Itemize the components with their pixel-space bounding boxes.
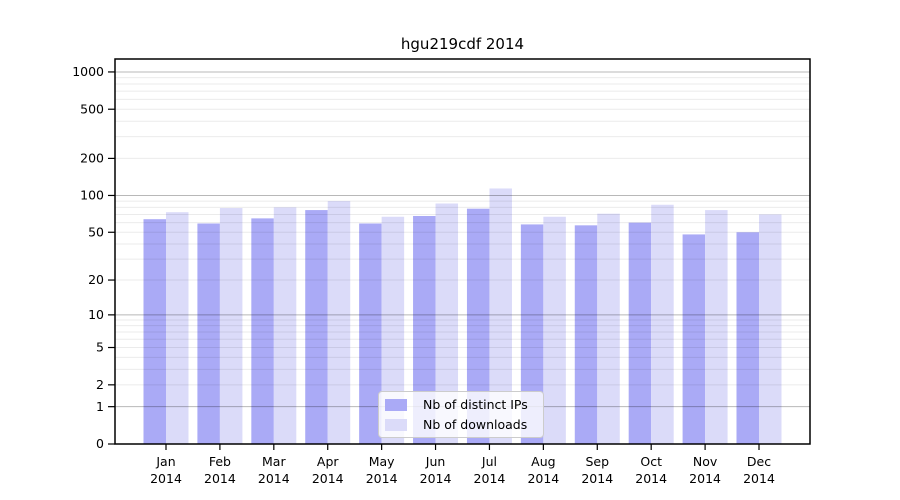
bar-downloads-jan [166, 212, 189, 444]
bar-ips-nov [682, 234, 706, 444]
bar-downloads-jun [435, 203, 459, 444]
x-tick-label-month: Apr [317, 454, 339, 469]
x-tick-label-year: 2014 [689, 471, 721, 486]
bar-downloads-may [381, 216, 405, 444]
x-tick-label-month: Mar [262, 454, 286, 469]
bar-ips-aug [520, 224, 544, 444]
x-tick-label-year: 2014 [150, 471, 182, 486]
bar-downloads-mar [273, 207, 297, 444]
bar-downloads-dec [759, 214, 782, 444]
bar-downloads-oct [651, 204, 674, 444]
x-tick-label-year: 2014 [420, 471, 452, 486]
legend-label-downloads: Nb of downloads [423, 417, 528, 432]
x-tick-label-year: 2014 [204, 471, 236, 486]
y-tick-label: 5 [96, 340, 104, 355]
x-tick-label-year: 2014 [366, 471, 398, 486]
x-tick-label-month: Feb [209, 454, 231, 469]
x-tick-label-month: Dec [747, 454, 771, 469]
bar-ips-feb [197, 223, 220, 444]
bar-ips-mar [251, 218, 274, 444]
legend-swatch-downloads [385, 418, 407, 431]
bar-ips-dec [736, 232, 759, 444]
bar-ips-jul [466, 208, 490, 444]
y-tick-label: 500 [80, 101, 104, 116]
y-tick-label: 2 [96, 377, 104, 392]
x-tick-label-month: Jan [155, 454, 175, 469]
y-tick-label: 50 [88, 224, 104, 239]
bar-downloads-jul [489, 188, 512, 444]
y-tick-label: 100 [80, 188, 104, 203]
y-tick-label: 200 [80, 151, 104, 166]
x-tick-label-month: Nov [693, 454, 718, 469]
bar-downloads-feb [219, 208, 243, 444]
legend-item-downloads: Nb of downloads [379, 415, 543, 434]
x-tick-label-year: 2014 [527, 471, 559, 486]
y-tick-label: 1 [96, 399, 104, 414]
x-tick-label-month: Sep [585, 454, 609, 469]
x-tick-label-year: 2014 [743, 471, 775, 486]
legend-item-ips: Nb of distinct IPs [379, 395, 543, 414]
bar-downloads-nov [705, 210, 728, 444]
x-tick-label-month: May [369, 454, 395, 469]
x-tick-label-month: Aug [531, 454, 555, 469]
bar-ips-sep [574, 225, 598, 444]
x-tick-label-month: Oct [640, 454, 662, 469]
bar-ips-apr [305, 210, 328, 444]
x-tick-label-year: 2014 [258, 471, 290, 486]
legend-label-ips: Nb of distinct IPs [423, 397, 528, 412]
x-tick-label-year: 2014 [635, 471, 667, 486]
x-tick-label-year: 2014 [474, 471, 506, 486]
x-tick-label-month: Jun [425, 454, 446, 469]
y-tick-label: 1000 [72, 64, 104, 79]
bar-ips-may [359, 223, 382, 444]
bar-ips-jun [413, 215, 436, 444]
plot-frame [114, 58, 811, 445]
x-tick-label-year: 2014 [581, 471, 613, 486]
chart-title: hgu219cdf 2014 [400, 35, 525, 53]
bar-downloads-aug [543, 216, 566, 444]
y-tick-label: 20 [88, 272, 104, 287]
bar-downloads-sep [597, 213, 620, 444]
x-tick-label-month: Jul [481, 454, 497, 469]
y-tick-label: 0 [96, 436, 104, 451]
legend: Nb of distinct IPs Nb of downloads [378, 391, 544, 438]
y-tick-label: 10 [88, 307, 104, 322]
x-tick-label-year: 2014 [312, 471, 344, 486]
bar-ips-oct [628, 222, 652, 444]
legend-swatch-ips [385, 398, 407, 411]
bar-downloads-apr [327, 201, 351, 444]
bar-ips-jan [143, 219, 166, 444]
